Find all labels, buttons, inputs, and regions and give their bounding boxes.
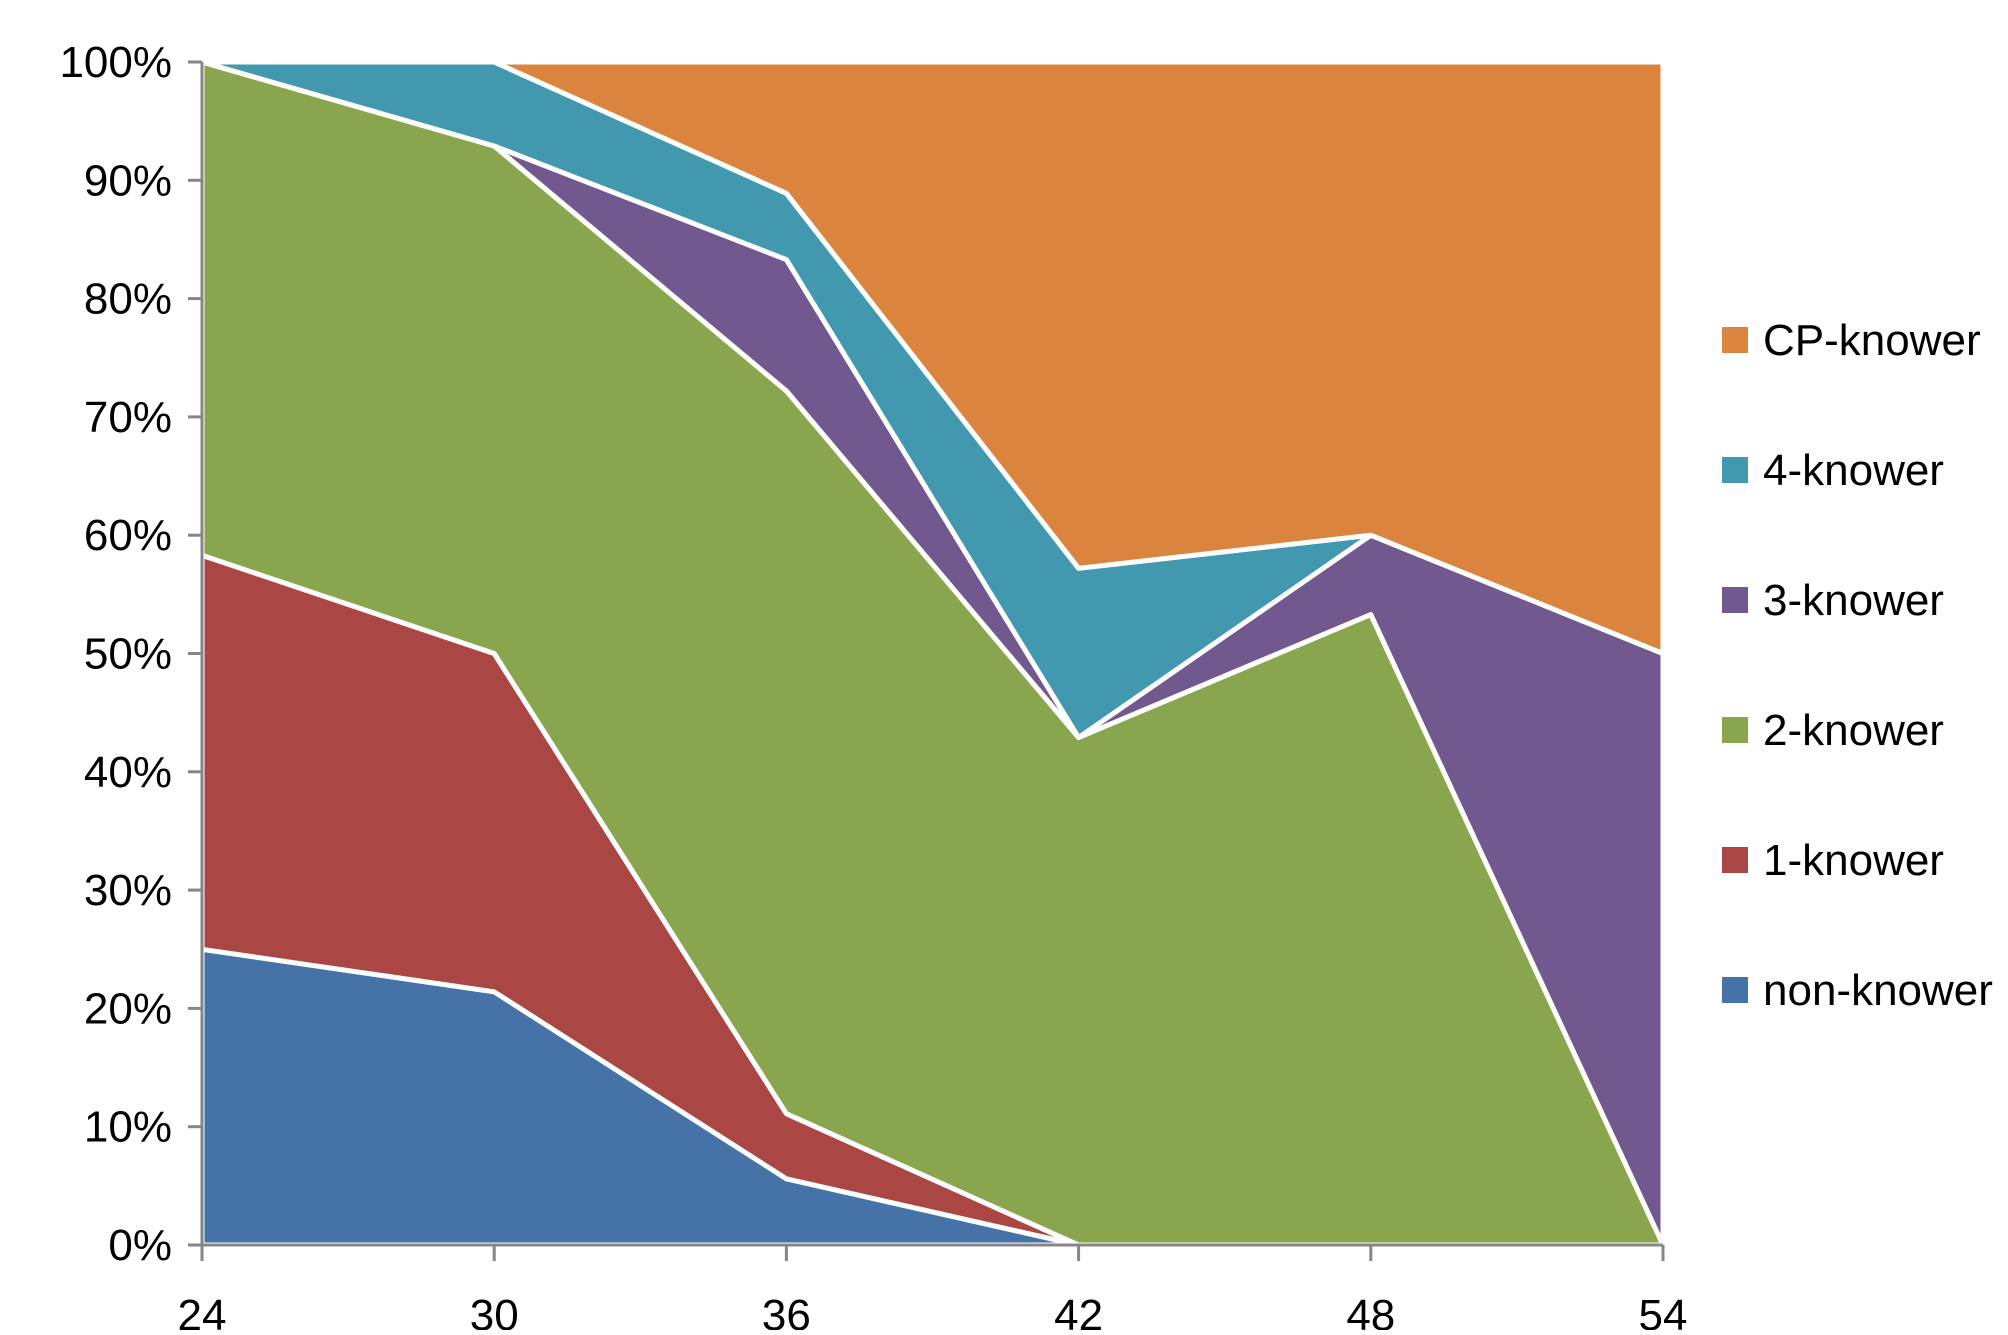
legend-item-3-knower: 3-knower — [1722, 576, 1944, 625]
areas-layer — [199, 59, 1666, 1248]
axes-layer: 0% 10% 20% 30% 40% 50% 60% 70% 80% 90% 100% 24 30 36 4… — [59, 38, 1688, 1335]
legend-label: CP-knower — [1763, 316, 1981, 365]
legend-label: 1-knower — [1763, 836, 1944, 885]
x-tick-label: 42 — [1054, 1291, 1103, 1330]
legend-item-cp-knower: CP-knower — [1722, 316, 1981, 365]
y-tick-label: 50% — [84, 630, 172, 679]
legend-swatch — [1722, 847, 1748, 873]
x-tick-label: 30 — [470, 1291, 519, 1330]
y-tick-label: 60% — [84, 511, 172, 560]
legend-item-1-knower: 1-knower — [1722, 836, 1944, 885]
legend-item-4-knower: 4-knower — [1722, 446, 1944, 495]
legend-swatch — [1722, 977, 1748, 1003]
y-tick-label: 30% — [84, 866, 172, 915]
legend-label: non-knower — [1763, 966, 1993, 1015]
legend-swatch — [1722, 327, 1748, 353]
x-tick-label: 48 — [1346, 1291, 1395, 1330]
x-tick-label: 54 — [1639, 1291, 1688, 1330]
legend-label: 4-knower — [1763, 446, 1944, 495]
y-tick-label: 0% — [108, 1221, 172, 1270]
legend-label: 2-knower — [1763, 706, 1944, 755]
y-tick-label: 40% — [84, 748, 172, 797]
legend-swatch — [1722, 587, 1748, 613]
area-cp-knower — [199, 59, 1666, 656]
y-tick-label: 90% — [84, 156, 172, 205]
x-tick-label: 24 — [178, 1291, 227, 1330]
legend-item-2-knower: 2-knower — [1722, 706, 1944, 755]
y-tick-label: 70% — [84, 393, 172, 442]
y-tick-label: 10% — [84, 1103, 172, 1152]
x-tick-label: 36 — [762, 1291, 811, 1330]
legend-swatch — [1722, 457, 1748, 483]
legend-swatch — [1722, 717, 1748, 743]
y-tick-label: 100% — [59, 38, 172, 87]
legend: CP-knower 4-knower 3-knower 2-knower 1-knowe… — [1722, 316, 1993, 1015]
y-tick-label: 80% — [84, 275, 172, 324]
legend-item-non-knower: non-knower — [1722, 966, 1993, 1015]
legend-label: 3-knower — [1763, 576, 1944, 625]
y-tick-label: 20% — [84, 984, 172, 1033]
